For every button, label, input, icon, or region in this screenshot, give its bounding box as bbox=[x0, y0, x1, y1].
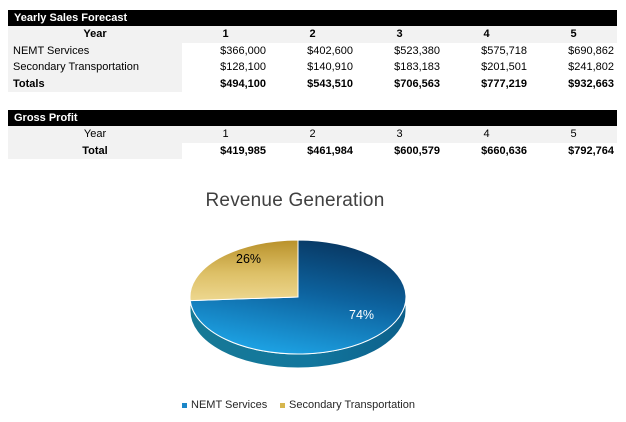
nemt-y4: $575,718 bbox=[443, 42, 530, 59]
profit-y2: $461,984 bbox=[269, 142, 356, 159]
table-row: NEMT Services $366,000 $402,600 $523,380… bbox=[8, 42, 617, 59]
legend-item-secondary: Secondary Transportation bbox=[280, 398, 415, 412]
profit-y4: $660,636 bbox=[443, 142, 530, 159]
row-label-secondary: Secondary Transportation bbox=[8, 59, 182, 76]
sales-table-title-bar: Yearly Sales Forecast bbox=[8, 10, 617, 26]
nemt-y3: $523,380 bbox=[356, 42, 443, 59]
table-row-totals: Totals $494,100 $543,510 $706,563 $777,2… bbox=[8, 75, 617, 92]
totals-y5: $932,663 bbox=[530, 75, 617, 92]
secondary-y4: $201,501 bbox=[443, 59, 530, 76]
nemt-y2: $402,600 bbox=[269, 42, 356, 59]
profit-y5: $792,764 bbox=[530, 142, 617, 159]
secondary-y1: $128,100 bbox=[182, 59, 269, 76]
totals-y2: $543,510 bbox=[269, 75, 356, 92]
sales-year-5: 5 bbox=[570, 28, 577, 40]
profit-table-title: Gross Profit bbox=[14, 112, 78, 124]
secondary-y2: $140,910 bbox=[269, 59, 356, 76]
profit-table-header-row: Year 1 2 3 4 5 bbox=[8, 126, 617, 143]
profit-year-label: Year bbox=[8, 126, 182, 143]
row-label-nemt: NEMT Services bbox=[8, 42, 182, 59]
nemt-y1: $366,000 bbox=[182, 42, 269, 59]
legend-swatch-secondary-icon bbox=[280, 402, 285, 408]
profit-table-title-bar: Gross Profit bbox=[8, 110, 617, 126]
revenue-pie-chart: 26% 74% bbox=[189, 239, 407, 369]
pie-label-secondary-pct: 26% bbox=[236, 252, 261, 266]
totals-y1: $494,100 bbox=[182, 75, 269, 92]
pie-slice-secondary-transportation bbox=[189, 239, 299, 302]
table-row: Secondary Transportation $128,100 $140,9… bbox=[8, 59, 617, 76]
row-label-total: Total bbox=[8, 142, 182, 159]
profit-year-2: 2 bbox=[309, 128, 316, 140]
nemt-y5: $690,862 bbox=[530, 42, 617, 59]
secondary-y3: $183,183 bbox=[356, 59, 443, 76]
sales-year-1: 1 bbox=[222, 28, 229, 40]
profit-y3: $600,579 bbox=[356, 142, 443, 159]
profit-year-3: 3 bbox=[396, 128, 403, 140]
legend-item-nemt: NEMT Services bbox=[182, 398, 267, 412]
chart-title: Revenue Generation bbox=[205, 190, 385, 211]
secondary-y5: $241,802 bbox=[530, 59, 617, 76]
sales-year-3: 3 bbox=[396, 28, 403, 40]
profit-year-1: 1 bbox=[222, 128, 229, 140]
profit-year-5: 5 bbox=[570, 128, 577, 140]
legend-label-secondary: Secondary Transportation bbox=[289, 399, 415, 411]
sales-year-2: 2 bbox=[309, 28, 316, 40]
sales-year-label: Year bbox=[8, 26, 182, 43]
sales-table-header-row: Year 1 2 3 4 5 bbox=[8, 26, 617, 43]
pie-label-nemt-pct: 74% bbox=[349, 308, 374, 322]
gross-profit-table: Gross Profit Year 1 2 3 4 5 Total $419,9… bbox=[8, 110, 617, 159]
sales-table-title: Yearly Sales Forecast bbox=[14, 12, 128, 24]
row-label-totals: Totals bbox=[8, 75, 182, 92]
profit-y1: $419,985 bbox=[182, 142, 269, 159]
yearly-sales-forecast-table: Yearly Sales Forecast Year 1 2 3 4 5 NEM… bbox=[8, 10, 617, 92]
totals-y3: $706,563 bbox=[356, 75, 443, 92]
sales-year-4: 4 bbox=[483, 28, 490, 40]
table-row-profit-total: Total $419,985 $461,984 $600,579 $660,63… bbox=[8, 142, 617, 159]
legend-label-nemt: NEMT Services bbox=[191, 399, 268, 411]
profit-year-4: 4 bbox=[483, 128, 490, 140]
legend-swatch-nemt-icon bbox=[182, 402, 187, 408]
totals-y4: $777,219 bbox=[443, 75, 530, 92]
